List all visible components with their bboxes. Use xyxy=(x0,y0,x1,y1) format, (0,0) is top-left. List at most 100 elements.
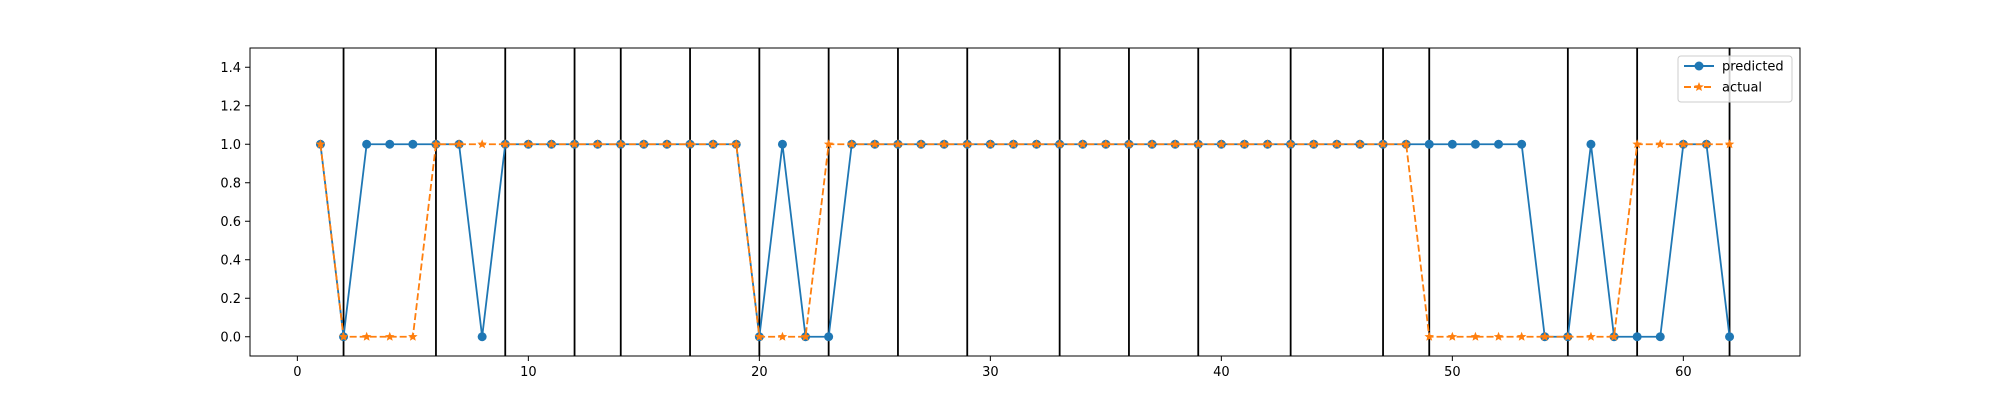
data-point-actual xyxy=(823,139,834,149)
data-point-predicted xyxy=(385,139,395,149)
x-tick-label: 60 xyxy=(1675,365,1692,380)
data-point-actual xyxy=(962,139,973,149)
data-point-actual xyxy=(1308,139,1319,149)
data-point-actual xyxy=(1193,139,1203,149)
data-point-actual xyxy=(1124,139,1134,149)
data-point-actual xyxy=(1147,139,1157,149)
data-point-predicted xyxy=(1470,139,1480,149)
x-tick-label: 0 xyxy=(293,365,301,380)
data-point-actual xyxy=(1493,331,1504,341)
data-point-predicted xyxy=(408,139,418,149)
data-point-actual xyxy=(1724,139,1735,149)
data-point-actual xyxy=(1516,331,1527,341)
data-point-actual xyxy=(800,331,811,341)
data-point-actual xyxy=(1239,139,1250,149)
data-point-actual xyxy=(1563,331,1573,341)
legend: predicted actual xyxy=(1677,55,1793,103)
legend-predicted-marker xyxy=(1694,61,1704,71)
axes-frame xyxy=(249,47,1801,357)
data-point-actual xyxy=(1586,331,1596,341)
data-point-actual xyxy=(1101,139,1111,149)
data-point-actual xyxy=(1470,331,1481,341)
data-point-predicted xyxy=(1424,139,1434,149)
data-point-actual xyxy=(408,331,418,341)
data-point-actual xyxy=(616,139,626,149)
data-point-actual xyxy=(1262,139,1273,149)
data-point-actual xyxy=(1378,139,1388,149)
x-tick-label: 30 xyxy=(982,365,999,380)
data-point-actual xyxy=(315,139,326,149)
data-point-actual xyxy=(685,139,695,149)
data-point-actual xyxy=(1077,139,1088,149)
data-point-actual xyxy=(1539,331,1550,341)
data-point-actual xyxy=(361,331,372,341)
data-point-actual xyxy=(1170,139,1180,149)
y-tick-label: 1.4 xyxy=(220,61,241,76)
data-point-predicted xyxy=(1494,139,1504,149)
data-point-actual xyxy=(1008,139,1019,149)
data-point-actual xyxy=(1424,331,1434,341)
data-point-actual xyxy=(1355,139,1365,149)
data-point-actual xyxy=(477,139,487,149)
legend-predicted-label: predicted xyxy=(1722,60,1784,75)
data-point-predicted xyxy=(1447,139,1457,149)
data-point-actual xyxy=(1632,139,1642,149)
y-tick-label: 1.2 xyxy=(220,99,241,114)
data-point-actual xyxy=(939,139,949,149)
data-point-predicted xyxy=(1632,332,1642,342)
data-point-predicted xyxy=(1725,332,1735,342)
data-point-actual xyxy=(454,139,464,149)
data-point-actual xyxy=(1401,139,1411,149)
data-point-actual xyxy=(385,331,395,341)
series-line-predicted xyxy=(319,143,1731,338)
x-tick-label: 10 xyxy=(520,365,537,380)
data-point-actual xyxy=(731,139,742,149)
legend-actual-marker xyxy=(1694,82,1704,92)
series-actual xyxy=(315,139,1735,341)
data-point-actual xyxy=(569,139,580,149)
data-point-actual xyxy=(500,139,511,149)
y-tick-label: 1.0 xyxy=(220,138,241,153)
data-point-actual xyxy=(592,139,603,149)
legend-box xyxy=(1677,55,1793,103)
y-axis: 0.0 0.2 0.4 0.6 0.8 1.0 1.2 1.4 xyxy=(220,61,250,345)
data-point-actual xyxy=(662,139,672,149)
y-tick-label: 0.4 xyxy=(220,253,241,268)
data-point-predicted xyxy=(362,139,372,149)
data-point-actual xyxy=(1332,139,1342,149)
data-point-predicted xyxy=(1655,332,1665,342)
data-point-actual xyxy=(338,331,349,341)
y-tick-label: 0.2 xyxy=(220,292,241,307)
x-tick-label: 50 xyxy=(1444,365,1461,380)
data-point-actual xyxy=(1678,139,1689,149)
x-tick-label: 40 xyxy=(1213,365,1230,380)
data-point-actual xyxy=(1655,139,1665,149)
data-point-actual xyxy=(708,139,718,149)
data-point-actual xyxy=(1216,139,1227,149)
data-point-actual xyxy=(893,139,903,149)
y-tick-label: 0.6 xyxy=(220,215,241,230)
data-point-actual xyxy=(1447,331,1458,341)
data-point-actual xyxy=(1701,139,1712,149)
y-tick-label: 0.0 xyxy=(220,330,241,345)
x-axis: 0 10 20 30 40 50 60 xyxy=(293,356,1692,380)
data-point-actual xyxy=(546,139,557,149)
data-point-actual xyxy=(870,139,880,149)
vertical-lines xyxy=(342,48,1731,356)
series-layer xyxy=(315,139,1735,342)
data-point-actual xyxy=(1031,139,1042,149)
data-point-actual xyxy=(523,139,534,149)
y-tick-label: 0.8 xyxy=(220,176,241,191)
data-point-actual xyxy=(754,331,765,341)
data-point-predicted xyxy=(477,332,487,342)
x-tick-label: 20 xyxy=(751,365,768,380)
series-line-actual xyxy=(319,143,1730,338)
data-point-predicted xyxy=(824,332,834,342)
data-point-predicted xyxy=(1586,139,1596,149)
data-point-predicted xyxy=(1517,139,1527,149)
data-point-actual xyxy=(1054,139,1065,149)
data-point-actual xyxy=(639,139,649,149)
data-point-actual xyxy=(985,139,996,149)
